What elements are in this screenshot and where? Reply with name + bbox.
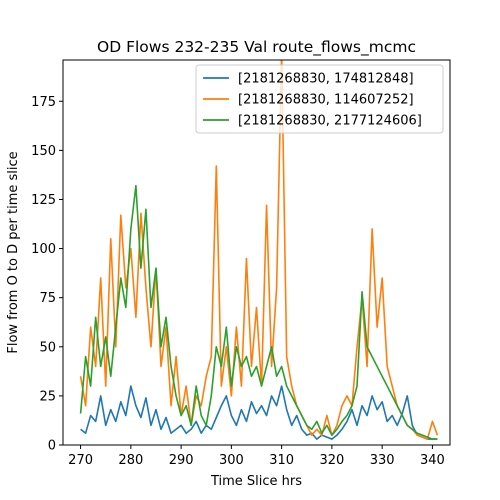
y-tick-label: 100 xyxy=(31,242,56,257)
y-tick-label: 0 xyxy=(48,439,56,454)
plot-area xyxy=(79,60,439,440)
y-axis-label: Flow from O to D per time slice xyxy=(6,151,21,353)
legend-label-1: [2181268830, 174812848] xyxy=(238,72,414,87)
series-line-3 xyxy=(79,184,438,440)
x-axis-label: Time Slice hrs xyxy=(210,474,302,489)
legend: [2181268830, 174812848] [2181268830, 1146… xyxy=(195,64,444,134)
x-tick-label: 300 xyxy=(219,453,244,468)
y-tick-label: 75 xyxy=(39,291,56,306)
legend-label-2: [2181268830, 114607252] xyxy=(238,93,414,108)
x-axis: 270 280 290 300 310 320 330 340 xyxy=(68,445,445,468)
x-tick-label: 310 xyxy=(269,453,294,468)
chart-title: OD Flows 232-235 Val route_flows_mcmc xyxy=(97,38,416,57)
x-tick-label: 280 xyxy=(118,453,143,468)
x-tick-label: 290 xyxy=(169,453,194,468)
y-tick-label: 125 xyxy=(31,193,56,208)
series-line-2 xyxy=(79,60,439,440)
x-tick-label: 320 xyxy=(319,453,344,468)
x-tick-label: 270 xyxy=(68,453,93,468)
y-tick-label: 175 xyxy=(31,95,56,110)
x-tick-label: 330 xyxy=(370,453,395,468)
y-tick-label: 50 xyxy=(39,340,56,355)
y-tick-label: 25 xyxy=(39,389,56,404)
legend-box xyxy=(195,64,444,134)
axes-frame xyxy=(62,59,451,446)
legend-label-3: [2181268830, 2177124606] xyxy=(238,114,422,129)
y-tick-label: 150 xyxy=(31,144,56,159)
y-axis: 0 25 50 75 100 125 150 175 xyxy=(31,95,63,454)
series-line-1 xyxy=(80,385,438,440)
x-tick-label: 340 xyxy=(420,453,445,468)
